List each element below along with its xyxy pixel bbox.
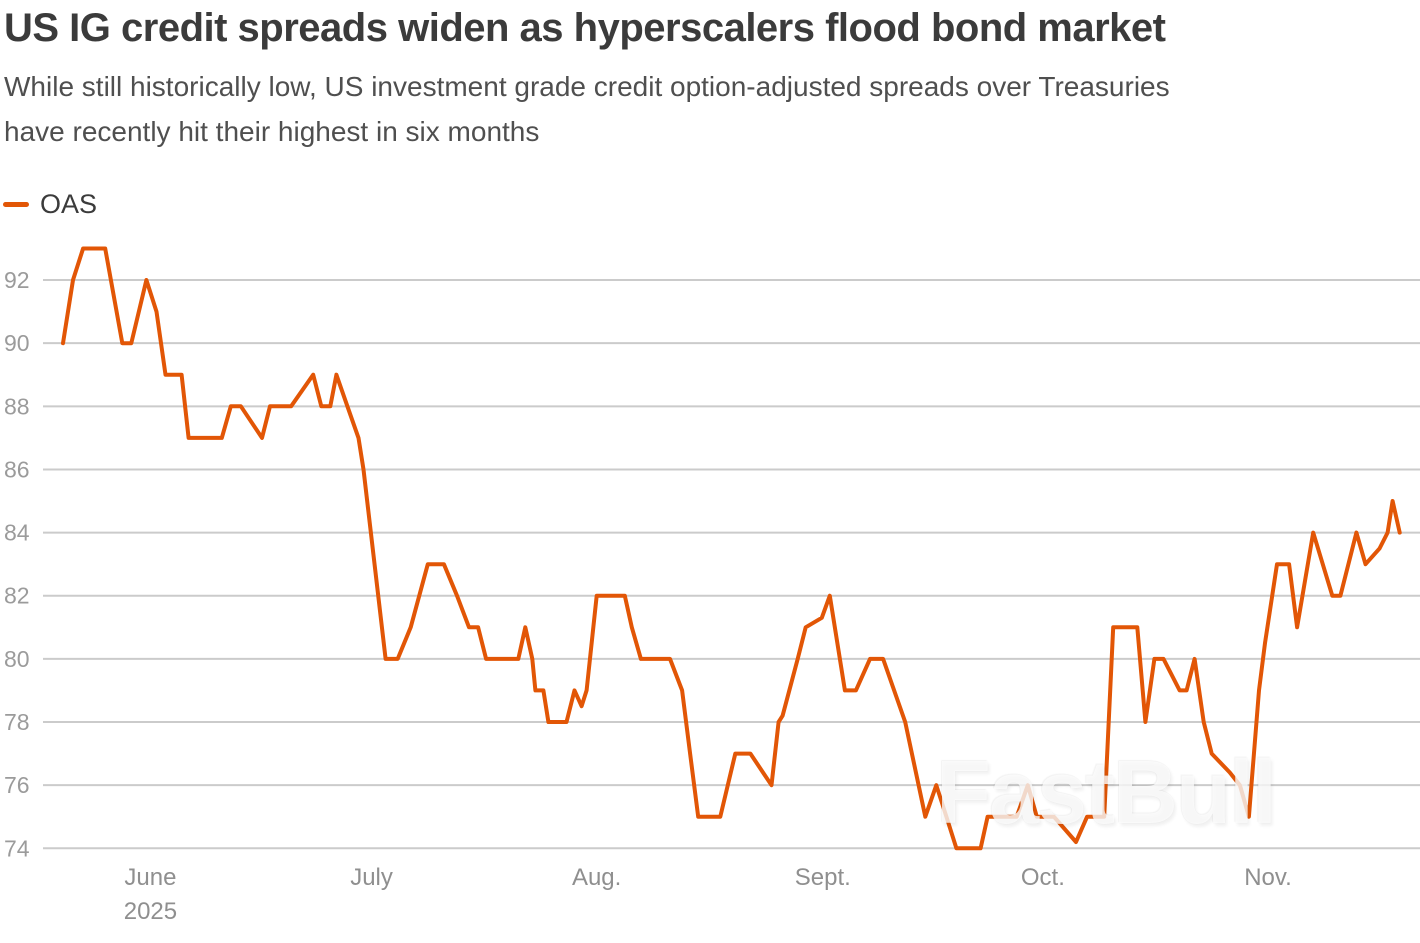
y-tick-label: 74 [4, 835, 30, 861]
x-axis-labels: June 2025 July Aug. Sept. Oct. Nov. [124, 864, 1292, 925]
y-tick-label: 82 [4, 583, 30, 609]
x-tick-label: Oct. [1021, 864, 1065, 891]
y-tick-label: 80 [4, 646, 30, 672]
legend-series-label: OAS [40, 189, 98, 219]
y-tick-label: 92 [4, 267, 30, 293]
y-tick-label: 86 [4, 456, 30, 482]
x-tick-label: Aug. [572, 864, 621, 891]
legend: OAS [3, 189, 97, 220]
x-tick-label: July [350, 864, 393, 891]
x-tick-label: June [124, 864, 176, 891]
chart-subtitle: While still historically low, US investm… [4, 71, 1170, 147]
y-tick-label: 84 [4, 520, 30, 546]
y-tick-label: 88 [4, 393, 30, 419]
x-tick-sublabel: 2025 [124, 898, 177, 925]
y-axis-labels: 74 76 78 80 82 84 86 88 90 92 [4, 267, 30, 861]
y-tick-label: 76 [4, 772, 30, 798]
y-tick-label: 90 [4, 330, 30, 356]
x-tick-label: Sept. [795, 864, 851, 891]
oas-line [61, 246, 1402, 851]
legend-line-swatch [3, 202, 29, 207]
x-tick-label: Nov. [1244, 864, 1292, 891]
y-tick-label: 78 [4, 709, 30, 735]
chart-title: US IG credit spreads widen as hyperscale… [4, 6, 1166, 50]
